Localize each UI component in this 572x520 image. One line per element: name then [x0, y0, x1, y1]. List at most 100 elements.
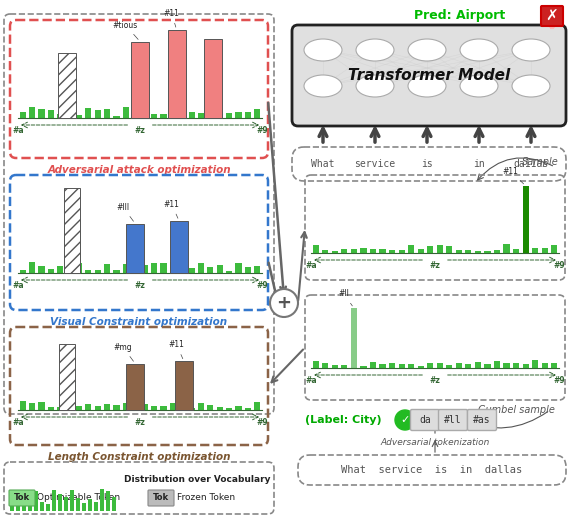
Text: da11as: da11as: [514, 159, 549, 169]
Bar: [22, 498, 26, 511]
Text: #a: #a: [12, 281, 24, 290]
Bar: [427, 246, 434, 253]
Text: #z: #z: [430, 261, 440, 270]
Bar: [446, 366, 452, 368]
Bar: [113, 115, 120, 118]
Bar: [48, 268, 54, 273]
Text: da: da: [419, 415, 431, 425]
Text: ✗: ✗: [546, 8, 558, 23]
Text: #11: #11: [164, 200, 180, 218]
Bar: [160, 263, 166, 273]
Ellipse shape: [512, 75, 550, 97]
Bar: [151, 114, 157, 118]
Text: #a: #a: [12, 418, 24, 427]
Bar: [104, 109, 110, 118]
Text: +: +: [276, 294, 292, 312]
Bar: [217, 114, 223, 118]
Bar: [322, 362, 328, 368]
Text: #z: #z: [134, 281, 145, 290]
Bar: [66, 402, 73, 410]
Bar: [52, 490, 56, 511]
Ellipse shape: [460, 39, 498, 61]
Bar: [112, 497, 116, 511]
Bar: [551, 363, 557, 368]
Bar: [332, 365, 338, 368]
Bar: [85, 270, 92, 273]
Bar: [38, 402, 45, 410]
Text: #11: #11: [503, 167, 523, 184]
Bar: [106, 491, 110, 511]
Bar: [64, 497, 68, 511]
Bar: [245, 112, 251, 118]
Bar: [76, 406, 82, 410]
Text: service: service: [355, 159, 396, 169]
Bar: [360, 248, 367, 253]
Text: Optimizable Token: Optimizable Token: [37, 493, 120, 502]
Bar: [255, 109, 260, 118]
Bar: [322, 250, 328, 253]
Bar: [57, 408, 63, 410]
Bar: [57, 114, 63, 118]
Circle shape: [395, 410, 415, 430]
Bar: [379, 363, 386, 368]
Text: in: in: [473, 159, 485, 169]
Bar: [360, 366, 367, 368]
Bar: [46, 504, 50, 511]
Bar: [484, 251, 491, 253]
Bar: [142, 404, 148, 410]
Bar: [34, 491, 38, 511]
Bar: [95, 270, 101, 273]
Text: #z: #z: [134, 418, 145, 427]
Text: #9: #9: [256, 281, 268, 290]
Bar: [179, 405, 185, 410]
Bar: [351, 249, 357, 253]
Ellipse shape: [356, 75, 394, 97]
FancyBboxPatch shape: [292, 25, 566, 126]
Bar: [408, 245, 414, 253]
Bar: [456, 250, 462, 253]
Bar: [418, 250, 424, 253]
Text: What: What: [311, 159, 335, 169]
Bar: [19, 112, 26, 118]
Text: is: is: [421, 159, 433, 169]
Text: What  service  is  in  dallas: What service is in dallas: [341, 465, 523, 475]
Bar: [427, 363, 434, 368]
Bar: [85, 404, 92, 410]
Bar: [446, 245, 452, 253]
Bar: [132, 271, 138, 273]
Bar: [28, 500, 32, 511]
Bar: [123, 107, 129, 118]
Bar: [19, 401, 26, 410]
Bar: [57, 266, 63, 273]
Bar: [475, 251, 481, 253]
Bar: [132, 108, 138, 118]
FancyBboxPatch shape: [439, 410, 467, 431]
Bar: [513, 249, 519, 253]
Bar: [198, 402, 204, 410]
Bar: [40, 502, 44, 511]
Bar: [503, 244, 510, 253]
Bar: [170, 221, 188, 273]
Text: #9: #9: [553, 376, 565, 385]
Bar: [189, 408, 194, 410]
Bar: [142, 265, 148, 273]
Bar: [226, 408, 232, 410]
Bar: [503, 363, 510, 368]
FancyBboxPatch shape: [541, 6, 563, 26]
Bar: [48, 407, 54, 410]
Bar: [179, 111, 185, 118]
Bar: [255, 266, 260, 273]
Ellipse shape: [356, 39, 394, 61]
Bar: [123, 403, 129, 410]
Bar: [245, 267, 251, 273]
Bar: [63, 188, 80, 273]
Bar: [175, 361, 193, 410]
Text: #a: #a: [305, 376, 317, 385]
Bar: [168, 30, 185, 118]
Circle shape: [270, 289, 298, 317]
Text: #lll: #lll: [116, 202, 133, 222]
Bar: [418, 366, 424, 368]
Bar: [85, 108, 92, 118]
Bar: [170, 113, 176, 118]
Bar: [160, 114, 166, 118]
